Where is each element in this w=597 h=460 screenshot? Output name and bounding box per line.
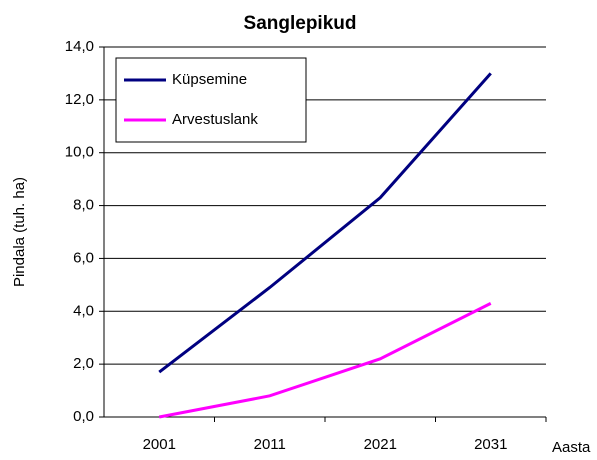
legend-label: Arvestuslank <box>172 111 258 128</box>
x-tick-label: 2031 <box>474 436 507 453</box>
series-line <box>158 302 492 419</box>
x-axis-label: Aasta <box>552 439 591 456</box>
x-tick-label: 2021 <box>364 436 397 453</box>
y-tick-label: 8,0 <box>73 197 94 214</box>
x-tick-label: 2011 <box>254 436 286 453</box>
chart-title: Sanglepikud <box>244 13 357 34</box>
legend-label: Küpsemine <box>172 71 247 88</box>
y-axis-label: Pindala (tuh. ha) <box>11 177 28 287</box>
y-tick-label: 6,0 <box>73 249 94 266</box>
x-tick-label: 2001 <box>143 436 176 453</box>
legend-box <box>115 57 307 143</box>
y-tick-label: 14,0 <box>65 38 94 55</box>
y-tick-label: 0,0 <box>73 408 94 425</box>
series-line <box>158 72 492 374</box>
y-tick-label: 12,0 <box>65 91 94 108</box>
y-tick-label: 2,0 <box>73 355 94 372</box>
y-tick-label: 10,0 <box>65 144 94 161</box>
y-tick-label: 4,0 <box>73 302 94 319</box>
